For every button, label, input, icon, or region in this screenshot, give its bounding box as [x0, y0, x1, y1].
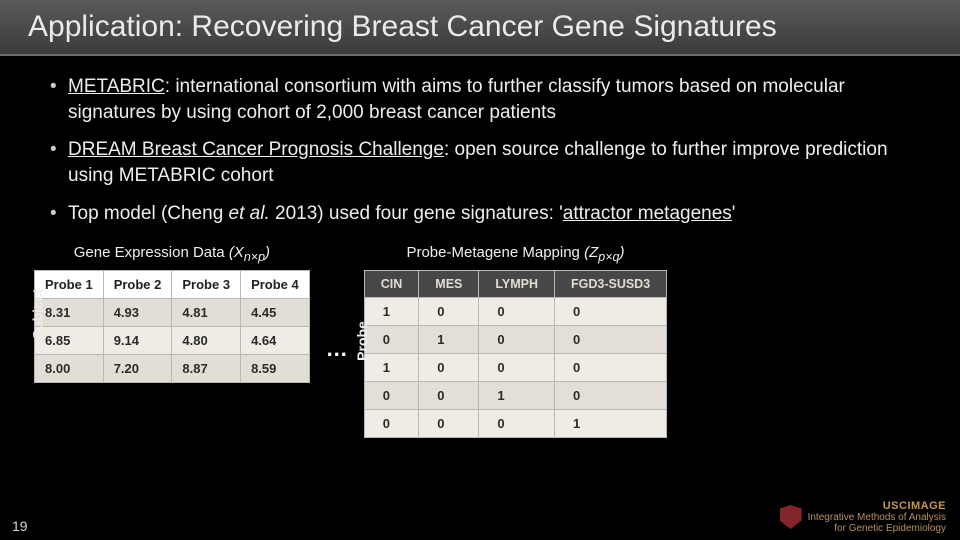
expr-title: Gene Expression Data (Xn×p): [34, 244, 310, 264]
map-title-sub: p×q: [598, 250, 619, 264]
expr-title-close: ): [265, 244, 270, 261]
cell: 0: [554, 326, 666, 354]
cell: 4.64: [241, 327, 310, 355]
cell: 0: [479, 298, 555, 326]
titlebar: Application: Recovering Breast Cancer Ge…: [0, 0, 960, 56]
cell: 0: [419, 382, 479, 410]
bullet-3-mid: 2013) used four gene signatures: ': [270, 203, 563, 224]
tables-row: Gene Expression Data (Xn×p) Subject Prob…: [0, 242, 960, 438]
page-number: 19: [12, 518, 28, 534]
cell: 0: [419, 298, 479, 326]
expr-col-3: Probe 3: [172, 271, 241, 299]
cell: 4.81: [172, 299, 241, 327]
expr-col-4: Probe 4: [241, 271, 310, 299]
map-col-fgd: FGD3-SUSD3: [554, 271, 666, 298]
cell: 0: [364, 382, 419, 410]
bullet-1: METABRIC: international consortium with …: [68, 74, 910, 125]
cell: 8.87: [172, 355, 241, 383]
footer-text: USCIMAGE Integrative Methods of Analysis…: [808, 500, 946, 534]
cell: 1: [419, 326, 479, 354]
cell: 4.45: [241, 299, 310, 327]
cell: 0: [364, 326, 419, 354]
bullet-2-lead: DREAM Breast Cancer Prognosis Challenge: [68, 139, 444, 160]
cell: 0: [364, 410, 419, 438]
cell: 1: [479, 382, 555, 410]
cell: 1: [554, 410, 666, 438]
footer-brand: USCIMAGE: [808, 500, 946, 512]
expr-title-main: Gene Expression Data: [74, 244, 229, 261]
bullet-3-u: attractor metagenes: [563, 203, 732, 224]
gene-expression-table: Probe 1 Probe 2 Probe 3 Probe 4 8.31 4.9…: [34, 270, 310, 383]
expr-col-2: Probe 2: [103, 271, 172, 299]
bullet-3-em: et al.: [229, 203, 270, 224]
map-title: Probe-Metagene Mapping (Zp×q): [364, 244, 667, 264]
ellipsis-icon: …: [326, 320, 348, 362]
cell: 1: [364, 298, 419, 326]
bullet-2: DREAM Breast Cancer Prognosis Challenge:…: [68, 137, 910, 188]
gene-expression-block: Gene Expression Data (Xn×p) Subject Prob…: [34, 244, 310, 383]
map-title-main: Probe-Metagene Mapping: [406, 244, 584, 261]
expr-header-row: Probe 1 Probe 2 Probe 3 Probe 4: [35, 271, 310, 299]
shield-icon: [780, 505, 802, 529]
map-col-cin: CIN: [364, 271, 419, 298]
table-row: 1 0 0 0: [364, 354, 666, 382]
footer-line1: Integrative Methods of Analysis: [808, 512, 946, 523]
cell: 4.93: [103, 299, 172, 327]
table-row: 1 0 0 0: [364, 298, 666, 326]
bullet-1-lead: METABRIC: [68, 76, 165, 97]
bullet-3-post: ': [732, 203, 736, 224]
footer-logo: USCIMAGE Integrative Methods of Analysis…: [780, 500, 946, 534]
cell: 4.80: [172, 327, 241, 355]
cell: 0: [479, 326, 555, 354]
expr-title-sub: n×p: [244, 250, 265, 264]
table-row: 0 0 1 0: [364, 382, 666, 410]
map-col-lymph: LYMPH: [479, 271, 555, 298]
table-row: 8.31 4.93 4.81 4.45: [35, 299, 310, 327]
cell: 0: [479, 410, 555, 438]
bullet-3: Top model (Cheng et al. 2013) used four …: [68, 201, 910, 227]
cell: 0: [419, 354, 479, 382]
map-title-paren: (Zp×q): [584, 244, 624, 261]
table-row: 8.00 7.20 8.87 8.59: [35, 355, 310, 383]
cell: 1: [364, 354, 419, 382]
bullet-list: METABRIC: international consortium with …: [0, 56, 960, 242]
cell: 0: [554, 298, 666, 326]
cell: 0: [554, 382, 666, 410]
cell: 0: [554, 354, 666, 382]
map-title-open: (Z: [584, 244, 598, 261]
map-vlabel: Probe: [354, 321, 370, 361]
table-row: 0 1 0 0: [364, 326, 666, 354]
map-header-row: CIN MES LYMPH FGD3-SUSD3: [364, 271, 666, 298]
map-title-close: ): [619, 244, 624, 261]
footer-line2: for Genetic Epidemiology: [834, 523, 946, 534]
table-row: 6.85 9.14 4.80 4.64: [35, 327, 310, 355]
table-row: 0 0 0 1: [364, 410, 666, 438]
cell: 7.20: [103, 355, 172, 383]
cell: 9.14: [103, 327, 172, 355]
cell: 0: [479, 354, 555, 382]
map-col-mes: MES: [419, 271, 479, 298]
probe-mapping-block: Probe-Metagene Mapping (Zp×q) Probe CIN …: [364, 244, 667, 438]
page-title: Application: Recovering Breast Cancer Ge…: [28, 10, 777, 44]
bullet-3-pre: Top model (Cheng: [68, 203, 229, 224]
cell: 0: [419, 410, 479, 438]
bullet-1-rest: : international consortium with aims to …: [68, 76, 845, 123]
cell: 8.00: [35, 355, 104, 383]
expr-title-paren: (Xn×p): [229, 244, 270, 261]
expr-vlabel: Subject: [29, 288, 45, 339]
expr-title-open: (X: [229, 244, 244, 261]
cell: 8.59: [241, 355, 310, 383]
probe-mapping-table: CIN MES LYMPH FGD3-SUSD3 1 0 0 0 0 1 0 0: [364, 270, 667, 438]
